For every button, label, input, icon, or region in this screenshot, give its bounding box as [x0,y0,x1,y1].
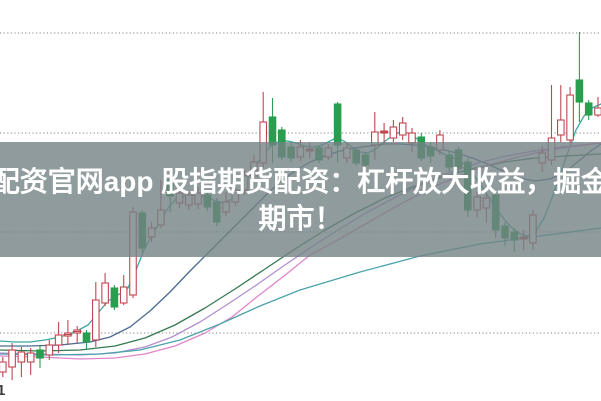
candle-down-body [36,349,44,359]
candle-up-body [389,126,398,139]
candle-up-body [594,107,601,116]
candle-down-body [268,116,277,146]
candle-up-body [92,299,100,341]
candle-up-body [8,349,16,368]
candle-down-body [82,332,91,343]
candle-down-body [110,287,119,308]
candle-up-body [119,286,128,304]
candle-up-body [26,352,35,363]
candle-up-body [566,94,574,141]
headline-text-line2: 期市！ [258,202,343,234]
candle-up-body [101,282,109,304]
candle-down-body [333,103,342,146]
candle-up-body [45,344,54,356]
headline-overlay-band: 配资官网app 股指期货配资：杠杆放大收益，掘金 期市！ [0,142,601,257]
candle-down-body [575,79,584,103]
candle-up-body [17,351,26,363]
candle-up-body [0,361,7,373]
candle-up-body [556,119,565,136]
candle-up-body [398,122,407,136]
candle-up-body [54,334,63,346]
headline-text-line1: 配资官网app 股指期货配资：杠杆放大收益，掘金 [0,165,601,197]
candle-down-body [584,102,593,116]
corner-artifact-text: 1 [0,382,6,399]
